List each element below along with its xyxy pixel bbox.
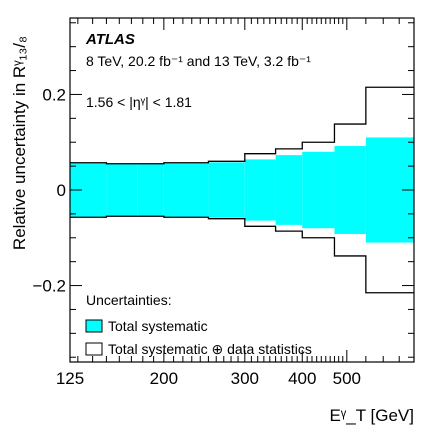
- y-axis-label: Relative uncertainty in Rᵞ₁₃/₈: [10, 36, 29, 250]
- legend: Uncertainties: Total systematic Total sy…: [85, 292, 312, 357]
- y-tick-label: 0.2: [42, 85, 66, 104]
- systematic-band-bin: [163, 163, 209, 217]
- y-tick-label: 0: [57, 181, 66, 200]
- systematic-band-bin: [275, 155, 303, 225]
- x-tick-label: 200: [150, 369, 178, 388]
- systematic-band-bin: [334, 146, 366, 234]
- systematic-band-bin: [137, 163, 164, 217]
- x-tick-label: 500: [333, 369, 361, 388]
- ticks: 125 200 300 400 500 −0.2 0 0.2: [32, 18, 414, 388]
- x-tick-label: 400: [288, 369, 316, 388]
- atlas-label: ATLAS: [85, 31, 135, 48]
- legend-label-systematic: Total systematic: [108, 318, 208, 334]
- legend-swatch-systematic: [85, 319, 103, 333]
- systematic-band-bin: [244, 159, 276, 221]
- systematic-band-bin: [106, 163, 138, 217]
- legend-title: Uncertainties:: [86, 292, 172, 308]
- legend-swatch-total: [85, 342, 103, 356]
- energy-label: 8 TeV, 20.2 fb⁻¹ and 13 TeV, 3.2 fb⁻¹: [86, 53, 311, 69]
- y-tick-label: −0.2: [32, 277, 66, 296]
- x-tick-label: 300: [231, 369, 259, 388]
- x-tick-label: 125: [56, 369, 84, 388]
- eta-label: 1.56 < |ηᵞ| < 1.81: [86, 94, 192, 110]
- x-axis-label: Eᵞ_T [GeV]: [329, 406, 414, 425]
- bands: [70, 86, 414, 294]
- total-uncertainty-upper: [70, 86, 414, 165]
- systematic-band-bin: [302, 151, 335, 229]
- legend-label-total: Total systematic ⊕ data statistics: [108, 341, 312, 357]
- systematic-band-bin: [208, 162, 245, 218]
- total-uncertainty-lower: [70, 215, 414, 294]
